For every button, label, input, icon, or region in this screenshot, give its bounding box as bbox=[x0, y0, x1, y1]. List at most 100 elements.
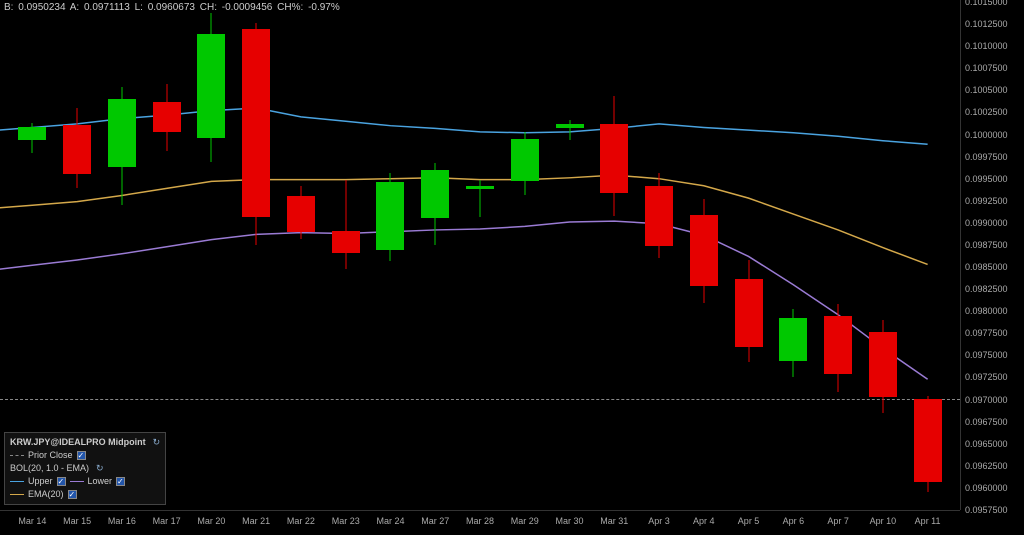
x-tick-label: Mar 29 bbox=[511, 516, 539, 526]
lower-checkbox[interactable] bbox=[116, 477, 125, 486]
candle[interactable] bbox=[511, 0, 539, 510]
y-tick-label: 0.0980000 bbox=[965, 306, 1008, 316]
candle-body bbox=[376, 182, 404, 250]
candle[interactable] bbox=[242, 0, 270, 510]
ask-value: 0.0971113 bbox=[84, 2, 130, 13]
changepct-value: -0.97% bbox=[308, 2, 340, 13]
candle-body bbox=[242, 29, 270, 216]
y-axis: 0.10150000.10125000.10100000.10075000.10… bbox=[960, 0, 1024, 510]
change-value: -0.0009456 bbox=[222, 2, 273, 13]
candle-body bbox=[287, 196, 315, 231]
refresh-icon[interactable]: ↻ bbox=[153, 436, 161, 449]
ask-label: A: bbox=[70, 2, 79, 13]
legend-upper-lower-row: Upper Lower bbox=[10, 475, 160, 488]
candle-body bbox=[108, 99, 136, 167]
candle-body bbox=[824, 316, 852, 374]
refresh-icon[interactable]: ↻ bbox=[96, 462, 104, 475]
candle-body bbox=[690, 215, 718, 286]
candle[interactable] bbox=[869, 0, 897, 510]
candle[interactable] bbox=[914, 0, 942, 510]
last-label: L: bbox=[135, 2, 143, 13]
x-tick-label: Mar 14 bbox=[18, 516, 46, 526]
y-tick-label: 0.0962500 bbox=[965, 461, 1008, 471]
candle-body bbox=[869, 332, 897, 396]
candle-wick bbox=[345, 180, 346, 268]
candle-body bbox=[153, 102, 181, 132]
y-tick-label: 0.1002500 bbox=[965, 107, 1008, 117]
candle[interactable] bbox=[466, 0, 494, 510]
candle[interactable] bbox=[645, 0, 673, 510]
y-tick-label: 0.0965000 bbox=[965, 439, 1008, 449]
x-tick-label: Mar 21 bbox=[242, 516, 270, 526]
x-tick-label: Apr 6 bbox=[783, 516, 805, 526]
candle-body bbox=[914, 399, 942, 482]
x-tick-label: Apr 11 bbox=[915, 516, 941, 526]
y-tick-label: 0.0967500 bbox=[965, 417, 1008, 427]
candle[interactable] bbox=[197, 0, 225, 510]
legend-bol: BOL(20, 1.0 - EMA) bbox=[10, 462, 89, 475]
legend-ema: EMA(20) bbox=[28, 488, 64, 501]
x-tick-label: Mar 27 bbox=[421, 516, 449, 526]
x-tick-label: Mar 17 bbox=[153, 516, 181, 526]
candle-body bbox=[779, 318, 807, 360]
y-tick-label: 0.1015000 bbox=[965, 0, 1008, 7]
candle-body bbox=[645, 186, 673, 246]
prior-close-checkbox[interactable] bbox=[77, 451, 86, 460]
x-tick-label: Apr 10 bbox=[870, 516, 897, 526]
candle[interactable] bbox=[600, 0, 628, 510]
candle-body bbox=[421, 170, 449, 219]
bid-value: 0.0950234 bbox=[18, 2, 65, 13]
candle[interactable] bbox=[735, 0, 763, 510]
y-tick-label: 0.1010000 bbox=[965, 41, 1008, 51]
x-tick-label: Mar 24 bbox=[376, 516, 404, 526]
x-tick-label: Mar 23 bbox=[332, 516, 360, 526]
y-tick-label: 0.0975000 bbox=[965, 350, 1008, 360]
y-tick-label: 0.0992500 bbox=[965, 196, 1008, 206]
y-tick-label: 0.1012500 bbox=[965, 19, 1008, 29]
x-tick-label: Apr 4 bbox=[693, 516, 715, 526]
legend-title-row: KRW.JPY@IDEALPRO Midpoint ↻ bbox=[10, 436, 160, 449]
candle[interactable] bbox=[824, 0, 852, 510]
x-tick-label: Apr 3 bbox=[648, 516, 670, 526]
candle-body bbox=[511, 139, 539, 181]
candle-body bbox=[18, 127, 46, 140]
candle[interactable] bbox=[690, 0, 718, 510]
candle[interactable] bbox=[779, 0, 807, 510]
legend-upper: Upper bbox=[28, 475, 53, 488]
candle[interactable] bbox=[421, 0, 449, 510]
candle-body bbox=[600, 124, 628, 193]
x-tick-label: Mar 30 bbox=[556, 516, 584, 526]
x-tick-label: Mar 22 bbox=[287, 516, 315, 526]
legend-prior-close: Prior Close bbox=[28, 449, 73, 462]
candle[interactable] bbox=[376, 0, 404, 510]
y-tick-label: 0.0982500 bbox=[965, 284, 1008, 294]
candle[interactable] bbox=[332, 0, 360, 510]
upper-checkbox[interactable] bbox=[57, 477, 66, 486]
legend-ema-row: EMA(20) bbox=[10, 488, 160, 501]
y-tick-label: 0.1000000 bbox=[965, 130, 1008, 140]
y-tick-label: 0.0997500 bbox=[965, 152, 1008, 162]
legend-prior-close-row: Prior Close bbox=[10, 449, 160, 462]
candle-body bbox=[332, 231, 360, 253]
candle[interactable] bbox=[556, 0, 584, 510]
y-tick-label: 0.0990000 bbox=[965, 218, 1008, 228]
candle[interactable] bbox=[287, 0, 315, 510]
prior-close-swatch bbox=[10, 455, 24, 456]
legend-panel[interactable]: KRW.JPY@IDEALPRO Midpoint ↻ Prior Close … bbox=[4, 432, 166, 505]
x-axis: Mar 14Mar 15Mar 16Mar 17Mar 20Mar 21Mar … bbox=[0, 510, 960, 535]
y-tick-label: 0.0985000 bbox=[965, 262, 1008, 272]
y-tick-label: 0.0995000 bbox=[965, 174, 1008, 184]
x-tick-label: Apr 5 bbox=[738, 516, 760, 526]
y-tick-label: 0.0970000 bbox=[965, 395, 1008, 405]
last-value: 0.0960673 bbox=[148, 2, 195, 13]
changepct-label: CH%: bbox=[277, 2, 303, 13]
candle-body bbox=[735, 279, 763, 348]
x-tick-label: Mar 15 bbox=[63, 516, 91, 526]
lower-swatch bbox=[70, 481, 84, 482]
candle-body bbox=[63, 125, 91, 174]
ema-checkbox[interactable] bbox=[68, 490, 77, 499]
legend-title: KRW.JPY@IDEALPRO Midpoint bbox=[10, 436, 146, 449]
y-tick-label: 0.0960000 bbox=[965, 483, 1008, 493]
y-tick-label: 0.0977500 bbox=[965, 328, 1008, 338]
x-tick-label: Apr 7 bbox=[827, 516, 849, 526]
